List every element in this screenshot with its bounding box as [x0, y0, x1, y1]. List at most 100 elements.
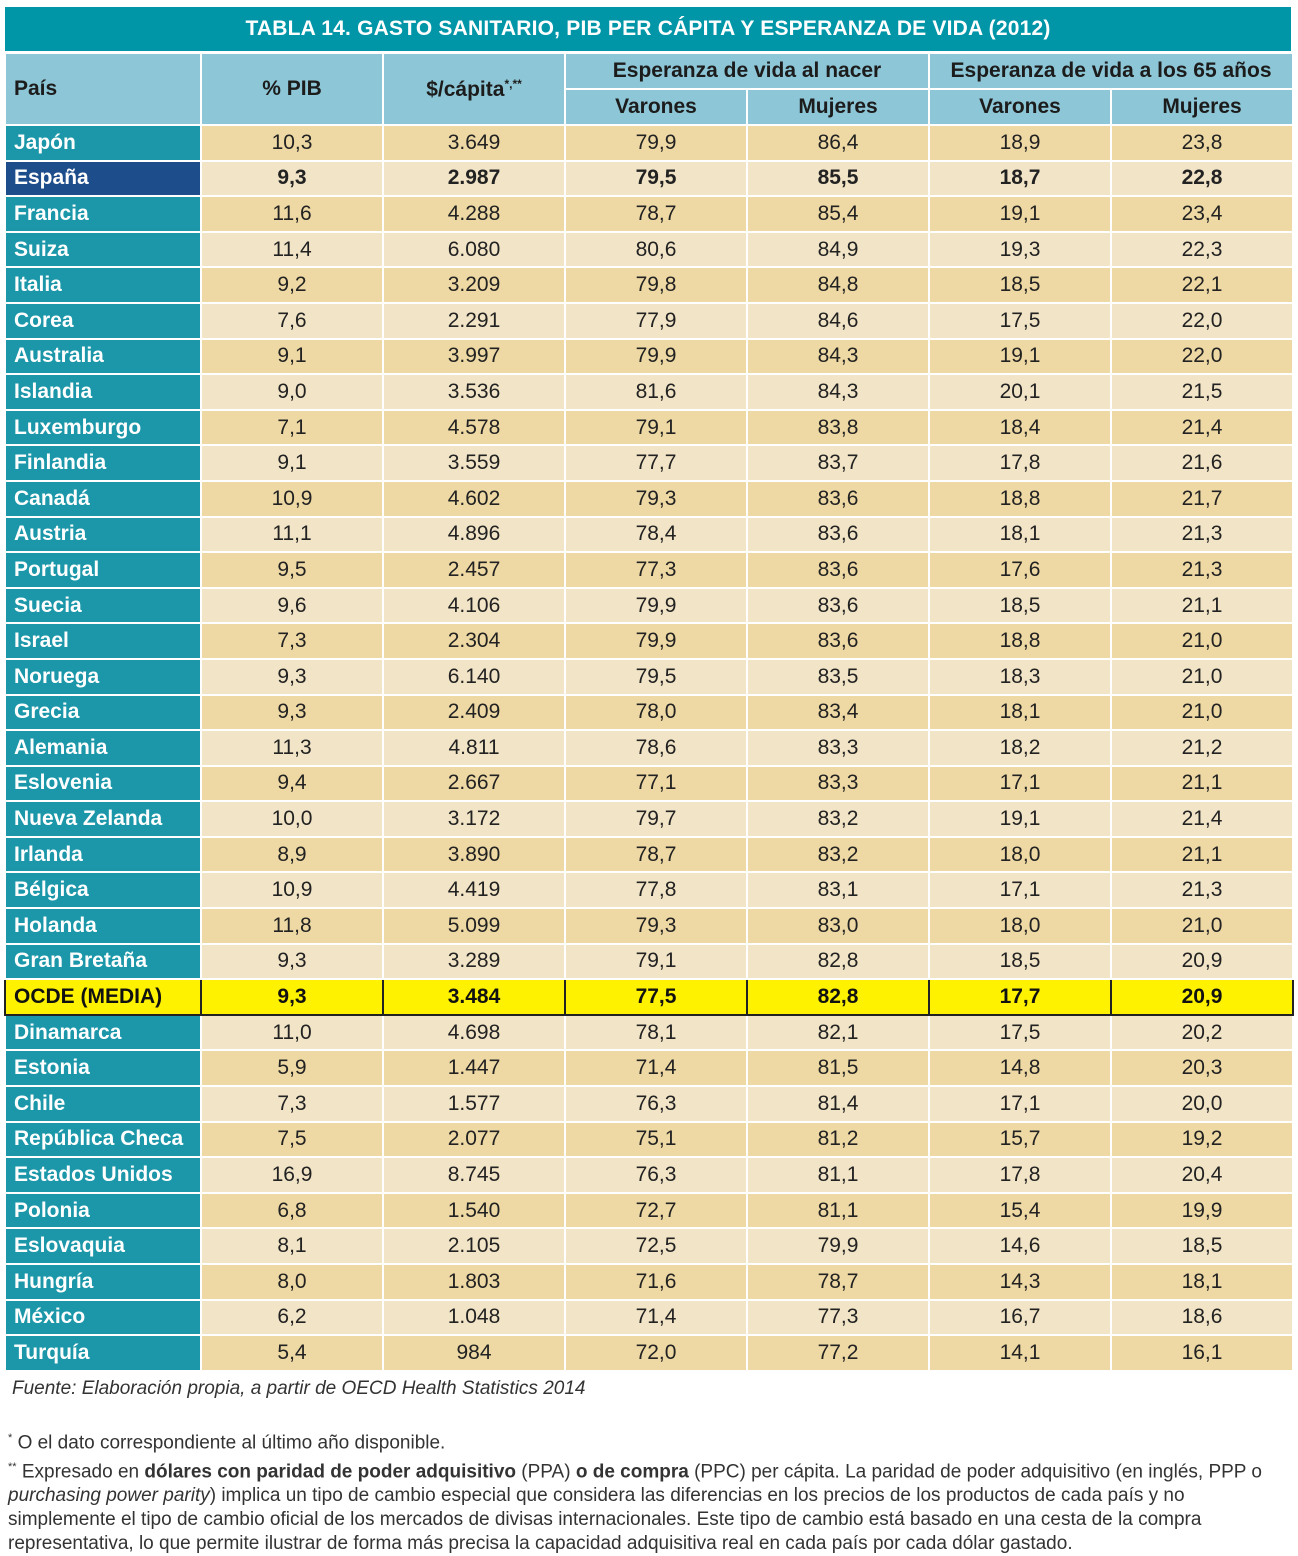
- value-cell: 4.419: [382, 871, 566, 910]
- country-cell: México: [4, 1298, 202, 1337]
- value-cell: 18,3: [928, 657, 1112, 696]
- value-cell: 21,3: [1109, 515, 1295, 554]
- value-cell: 83,3: [746, 764, 930, 803]
- value-cell: 11,8: [200, 907, 384, 945]
- value-cell: 3.209: [382, 266, 566, 304]
- value-cell: 14,8: [928, 1049, 1112, 1088]
- value-cell: 9,3: [200, 978, 384, 1016]
- value-cell: 79,9: [746, 1227, 930, 1265]
- value-cell: 21,0: [1109, 907, 1295, 945]
- header-mujeres-nacer: Mujeres: [746, 88, 930, 126]
- value-cell: 84,6: [746, 301, 930, 340]
- table-row: Suiza 11,4 6.080 80,6 84,9 19,3 22,3: [4, 230, 1295, 269]
- value-cell: 81,4: [746, 1085, 930, 1123]
- value-cell: 17,5: [928, 1013, 1112, 1052]
- country-cell: Suiza: [4, 230, 202, 269]
- country-cell: Holanda: [4, 907, 202, 945]
- value-cell: 1.540: [382, 1191, 566, 1230]
- value-cell: 23,8: [1109, 124, 1295, 162]
- country-cell: Islandia: [4, 373, 202, 411]
- value-cell: 14,3: [928, 1263, 1112, 1301]
- table-row: Polonia 6,8 1.540 72,7 81,1 15,4 19,9: [4, 1191, 1295, 1230]
- value-cell: 84,3: [746, 337, 930, 376]
- country-cell: República Checa: [4, 1120, 202, 1159]
- country-cell: Israel: [4, 622, 202, 660]
- value-cell: 9,3: [200, 159, 384, 198]
- value-cell: 78,7: [564, 835, 748, 874]
- country-cell: Portugal: [4, 551, 202, 589]
- country-cell: Dinamarca: [4, 1013, 202, 1052]
- value-cell: 7,3: [200, 1085, 384, 1123]
- value-cell: 7,6: [200, 301, 384, 340]
- table-row: Alemania 11,3 4.811 78,6 83,3 18,2 21,2: [4, 729, 1295, 767]
- value-cell: 8,0: [200, 1263, 384, 1301]
- value-cell: 82,1: [746, 1013, 930, 1052]
- table-row: Nueva Zelanda 10,0 3.172 79,7 83,2 19,1 21,4: [4, 800, 1295, 838]
- country-cell: OCDE (MEDIA): [4, 978, 202, 1016]
- value-cell: 21,1: [1109, 586, 1295, 625]
- value-cell: 77,9: [564, 301, 748, 340]
- value-cell: 6.140: [382, 657, 566, 696]
- value-cell: 71,6: [564, 1263, 748, 1301]
- value-cell: 18,8: [928, 622, 1112, 660]
- country-cell: Austria: [4, 515, 202, 554]
- value-cell: 17,1: [928, 764, 1112, 803]
- table-row: Canadá 10,9 4.602 79,3 83,6 18,8 21,7: [4, 479, 1295, 518]
- country-cell: Francia: [4, 195, 202, 233]
- value-cell: 84,3: [746, 373, 930, 411]
- table-row: Estados Unidos 16,9 8.745 76,3 81,1 17,8 20,4: [4, 1156, 1295, 1194]
- value-cell: 1.803: [382, 1263, 566, 1301]
- value-cell: 4.288: [382, 195, 566, 233]
- value-cell: 11,6: [200, 195, 384, 233]
- value-cell: 72,0: [564, 1334, 748, 1372]
- country-cell: Polonia: [4, 1191, 202, 1230]
- header-mujeres-65: Mujeres: [1109, 88, 1295, 126]
- table-row: Turquía 5,4 984 72,0 77,2 14,1 16,1: [4, 1334, 1295, 1372]
- value-cell: 21,2: [1109, 729, 1295, 767]
- value-cell: 18,1: [928, 693, 1112, 732]
- value-cell: 7,5: [200, 1120, 384, 1159]
- country-cell: Eslovaquia: [4, 1227, 202, 1265]
- table-body: Japón 10,3 3.649 79,9 86,4 18,9 23,8 España 9,3 2…: [4, 124, 1295, 1372]
- value-cell: 4.106: [382, 586, 566, 625]
- value-cell: 2.409: [382, 693, 566, 732]
- table-row: Dinamarca 11,0 4.698 78,1 82,1 17,5 20,2: [4, 1013, 1295, 1052]
- value-cell: 9,3: [200, 693, 384, 732]
- value-cell: 83,6: [746, 586, 930, 625]
- value-cell: 9,0: [200, 373, 384, 411]
- footnote-2-mark: **: [8, 1461, 17, 1474]
- table-row: Francia 11,6 4.288 78,7 85,4 19,1 23,4: [4, 195, 1295, 233]
- table-row: Eslovaquia 8,1 2.105 72,5 79,9 14,6 18,5: [4, 1227, 1295, 1265]
- value-cell: 7,3: [200, 622, 384, 660]
- country-cell: Japón: [4, 124, 202, 162]
- value-cell: 83,5: [746, 657, 930, 696]
- value-cell: 79,9: [564, 337, 748, 376]
- table-row: Australia 9,1 3.997 79,9 84,3 19,1 22,0: [4, 337, 1295, 376]
- value-cell: 83,7: [746, 444, 930, 482]
- value-cell: 9,6: [200, 586, 384, 625]
- country-cell: Gran Bretaña: [4, 942, 202, 981]
- table-row: Israel 7,3 2.304 79,9 83,6 18,8 21,0: [4, 622, 1295, 660]
- value-cell: 4.578: [382, 408, 566, 447]
- value-cell: 78,4: [564, 515, 748, 554]
- value-cell: 9,3: [200, 657, 384, 696]
- value-cell: 19,1: [928, 337, 1112, 376]
- value-cell: 20,9: [1109, 942, 1295, 981]
- value-cell: 2.987: [382, 159, 566, 198]
- table-row: Luxemburgo 7,1 4.578 79,1 83,8 18,4 21,4: [4, 408, 1295, 447]
- footnote-2-bold-2: o de compra: [575, 1461, 689, 1483]
- country-cell: Noruega: [4, 657, 202, 696]
- value-cell: 2.457: [382, 551, 566, 589]
- value-cell: 19,1: [928, 195, 1112, 233]
- value-cell: 81,1: [746, 1156, 930, 1194]
- value-cell: 75,1: [564, 1120, 748, 1159]
- value-cell: 21,7: [1109, 479, 1295, 518]
- value-cell: 78,1: [564, 1013, 748, 1052]
- value-cell: 21,0: [1109, 693, 1295, 732]
- value-cell: 18,5: [928, 266, 1112, 304]
- value-cell: 76,3: [564, 1085, 748, 1123]
- value-cell: 16,1: [1109, 1334, 1295, 1372]
- value-cell: 22,1: [1109, 266, 1295, 304]
- value-cell: 3.649: [382, 124, 566, 162]
- table-row: Gran Bretaña 9,3 3.289 79,1 82,8 18,5 20,9: [4, 942, 1295, 981]
